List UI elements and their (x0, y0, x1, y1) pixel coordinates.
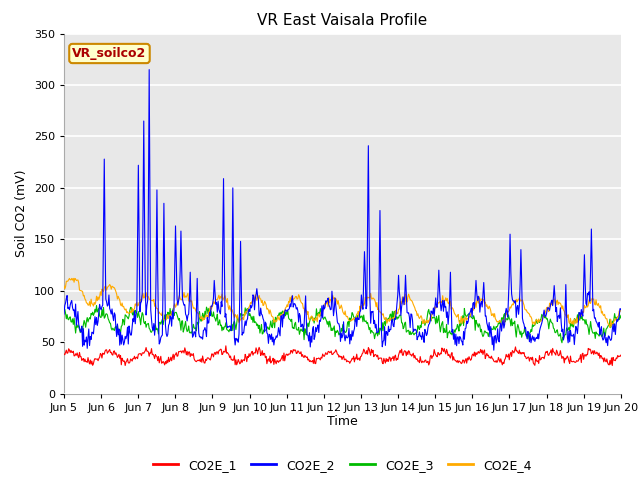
CO2E_1 (428, 352, 435, 358)
CO2E_1 (617, 352, 625, 358)
Y-axis label: Soil CO2 (mV): Soil CO2 (mV) (15, 170, 28, 257)
CO2E_2 (490, 348, 498, 353)
CO2E_4 (617, 307, 625, 312)
CO2E_1 (60, 351, 68, 357)
CO2E_2 (70, 307, 78, 312)
CO2E_1 (184, 352, 192, 358)
CO2E_3 (214, 322, 222, 328)
CO2E_2 (127, 332, 135, 338)
Line: CO2E_3: CO2E_3 (64, 305, 621, 343)
CO2E_3 (93, 302, 100, 308)
CO2E_4 (428, 317, 435, 323)
CO2E_2 (411, 327, 419, 333)
CO2E_1 (411, 353, 419, 359)
Text: VR_soilco2: VR_soilco2 (72, 47, 147, 60)
CO2E_2 (617, 306, 625, 312)
CO2E_4 (411, 305, 419, 311)
X-axis label: Time: Time (327, 415, 358, 429)
CO2E_1 (70, 353, 78, 359)
CO2E_2 (428, 308, 435, 314)
Legend: CO2E_1, CO2E_2, CO2E_3, CO2E_4: CO2E_1, CO2E_2, CO2E_3, CO2E_4 (148, 454, 537, 477)
CO2E_4 (128, 305, 136, 311)
CO2E_3 (70, 315, 78, 321)
CO2E_2 (185, 311, 193, 317)
CO2E_3 (60, 307, 68, 313)
CO2E_4 (68, 276, 76, 281)
CO2E_2 (60, 311, 68, 317)
CO2E_4 (71, 276, 79, 281)
Line: CO2E_2: CO2E_2 (64, 70, 621, 350)
CO2E_3 (428, 318, 435, 324)
CO2E_2 (145, 67, 153, 72)
Bar (64, 34, 621, 301)
Bar (64, 301, 621, 394)
CO2E_4 (60, 283, 68, 289)
Title: VR East Vaisala Profile: VR East Vaisala Profile (257, 13, 428, 28)
CO2E_3 (617, 315, 625, 321)
CO2E_3 (185, 323, 193, 329)
CO2E_4 (214, 295, 222, 300)
Line: CO2E_1: CO2E_1 (64, 346, 621, 366)
CO2E_1 (609, 363, 616, 369)
CO2E_1 (222, 343, 230, 348)
CO2E_1 (214, 349, 221, 355)
Line: CO2E_4: CO2E_4 (64, 278, 621, 327)
CO2E_4 (606, 324, 614, 330)
CO2E_1 (127, 357, 135, 363)
CO2E_2 (214, 299, 222, 304)
CO2E_3 (128, 311, 136, 316)
CO2E_3 (558, 340, 566, 346)
CO2E_3 (411, 331, 419, 336)
CO2E_4 (185, 298, 193, 303)
